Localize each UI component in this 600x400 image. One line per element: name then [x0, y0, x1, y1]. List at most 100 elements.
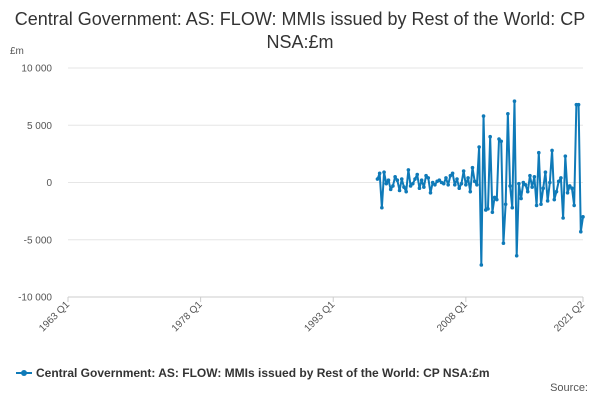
- data-point[interactable]: [448, 173, 453, 178]
- data-point[interactable]: [517, 181, 521, 186]
- data-point[interactable]: [578, 229, 583, 234]
- data-point[interactable]: [570, 186, 574, 191]
- data-point[interactable]: [419, 178, 424, 183]
- source-label[interactable]: Source:: [550, 382, 588, 394]
- data-point[interactable]: [497, 137, 501, 141]
- data-point[interactable]: [479, 263, 484, 267]
- data-point[interactable]: [441, 181, 446, 186]
- data-point[interactable]: [472, 179, 477, 184]
- data-point[interactable]: [561, 216, 565, 220]
- data-point[interactable]: [576, 102, 581, 107]
- data-point[interactable]: [545, 199, 550, 203]
- data-point[interactable]: [411, 181, 415, 186]
- data-point[interactable]: [481, 114, 486, 118]
- data-point[interactable]: [501, 241, 506, 245]
- data-point[interactable]: [499, 139, 504, 144]
- data-point[interactable]: [506, 112, 510, 116]
- data-point[interactable]: [488, 134, 492, 139]
- data-point[interactable]: [528, 173, 532, 178]
- data-point[interactable]: [399, 177, 404, 181]
- data-point[interactable]: [437, 178, 442, 183]
- data-point[interactable]: [477, 145, 481, 149]
- data-point[interactable]: [426, 176, 431, 180]
- data-point[interactable]: [581, 215, 585, 219]
- data-point[interactable]: [430, 180, 435, 185]
- data-point[interactable]: [446, 182, 450, 187]
- data-point[interactable]: [541, 186, 546, 191]
- data-point[interactable]: [466, 176, 470, 180]
- data-point[interactable]: [567, 184, 572, 188]
- data-point[interactable]: [486, 207, 490, 211]
- data-point[interactable]: [539, 202, 543, 207]
- data-point[interactable]: [510, 205, 515, 210]
- data-point[interactable]: [470, 165, 475, 170]
- data-point[interactable]: [375, 177, 380, 181]
- data-point[interactable]: [475, 182, 479, 187]
- data-point[interactable]: [450, 171, 455, 176]
- data-point[interactable]: [534, 203, 539, 208]
- data-point[interactable]: [532, 174, 537, 179]
- data-point[interactable]: [519, 196, 523, 201]
- data-point[interactable]: [536, 150, 541, 155]
- data-point[interactable]: [413, 177, 417, 181]
- data-point[interactable]: [503, 202, 508, 207]
- data-point[interactable]: [382, 170, 386, 174]
- data-point[interactable]: [572, 203, 576, 208]
- data-point[interactable]: [512, 99, 517, 103]
- data-point[interactable]: [461, 169, 466, 173]
- data-point[interactable]: [554, 189, 559, 194]
- data-point[interactable]: [408, 184, 413, 188]
- data-point[interactable]: [422, 185, 426, 189]
- data-point[interactable]: [464, 182, 468, 187]
- data-point[interactable]: [556, 179, 561, 184]
- data-point[interactable]: [388, 187, 393, 192]
- data-point[interactable]: [548, 180, 552, 185]
- data-point[interactable]: [543, 170, 548, 174]
- data-point[interactable]: [459, 181, 464, 186]
- y-tick-label: 10 000: [21, 64, 52, 75]
- data-point[interactable]: [417, 186, 422, 191]
- data-point[interactable]: [563, 154, 568, 158]
- x-tick-label: 1963 Q1: [37, 299, 72, 334]
- data-point[interactable]: [453, 182, 457, 187]
- data-point[interactable]: [457, 186, 462, 191]
- data-point[interactable]: [428, 191, 433, 195]
- data-point[interactable]: [559, 176, 563, 180]
- data-point[interactable]: [391, 184, 395, 188]
- data-point[interactable]: [386, 178, 391, 183]
- data-point[interactable]: [377, 171, 382, 176]
- x-tick-label: 2008 Q1: [435, 299, 470, 334]
- data-point[interactable]: [490, 210, 495, 215]
- data-point[interactable]: [552, 197, 557, 202]
- data-point[interactable]: [514, 253, 519, 258]
- y-axis-unit-label: £m: [10, 46, 24, 57]
- data-point[interactable]: [444, 176, 448, 180]
- data-point[interactable]: [397, 188, 402, 193]
- data-point[interactable]: [406, 168, 411, 172]
- data-point[interactable]: [380, 205, 384, 210]
- data-point[interactable]: [523, 182, 528, 187]
- data-point[interactable]: [384, 181, 389, 186]
- series-layer: [375, 99, 585, 267]
- data-point[interactable]: [565, 191, 570, 195]
- x-tick-label: 1978 Q1: [170, 299, 205, 334]
- legend-swatch: [16, 368, 32, 378]
- data-point[interactable]: [393, 174, 397, 179]
- data-point[interactable]: [492, 195, 497, 200]
- data-point[interactable]: [424, 173, 428, 178]
- data-point[interactable]: [530, 185, 534, 189]
- data-point[interactable]: [495, 197, 499, 202]
- data-point[interactable]: [508, 184, 512, 188]
- data-point[interactable]: [402, 185, 406, 189]
- data-point[interactable]: [525, 189, 530, 194]
- data-point[interactable]: [521, 180, 526, 185]
- data-point[interactable]: [395, 178, 400, 183]
- data-point[interactable]: [433, 182, 437, 187]
- data-point[interactable]: [468, 189, 473, 194]
- data-point[interactable]: [415, 172, 420, 177]
- data-point[interactable]: [404, 189, 408, 194]
- data-point[interactable]: [550, 148, 554, 153]
- legend[interactable]: Central Government: AS: FLOW: MMIs issue…: [16, 366, 490, 380]
- data-point[interactable]: [455, 177, 459, 181]
